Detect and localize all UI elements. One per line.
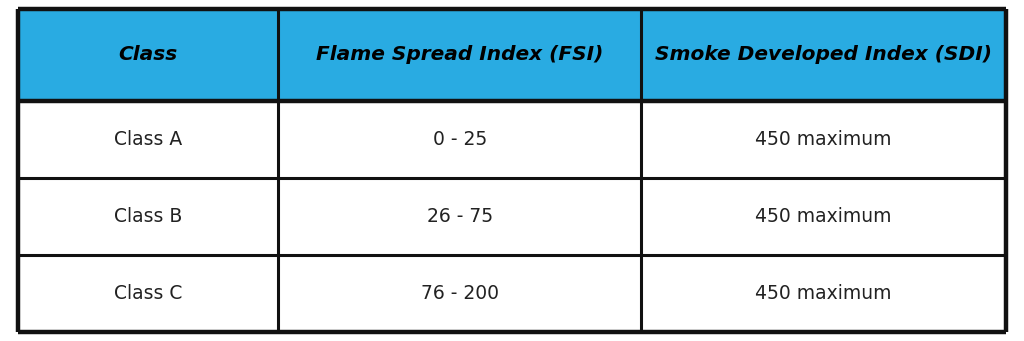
Bar: [18, 255, 279, 332]
Bar: [641, 255, 1006, 332]
Text: 450 maximum: 450 maximum: [755, 284, 892, 303]
Bar: [18, 101, 279, 178]
Bar: [279, 255, 641, 332]
Bar: [18, 178, 279, 255]
Bar: [641, 178, 1006, 255]
Text: 26 - 75: 26 - 75: [427, 207, 493, 226]
Bar: [279, 178, 641, 255]
Bar: [18, 9, 279, 101]
Text: Class A: Class A: [114, 130, 182, 149]
Text: Class C: Class C: [114, 284, 182, 303]
Text: Class: Class: [119, 45, 178, 64]
Bar: [641, 9, 1006, 101]
Text: 450 maximum: 450 maximum: [755, 207, 892, 226]
Text: 450 maximum: 450 maximum: [755, 130, 892, 149]
Bar: [279, 9, 641, 101]
Text: Flame Spread Index (FSI): Flame Spread Index (FSI): [316, 45, 603, 64]
Text: Smoke Developed Index (SDI): Smoke Developed Index (SDI): [655, 45, 992, 64]
Text: 0 - 25: 0 - 25: [432, 130, 486, 149]
Text: Class B: Class B: [114, 207, 182, 226]
Bar: [279, 101, 641, 178]
Text: 76 - 200: 76 - 200: [421, 284, 499, 303]
Bar: [641, 101, 1006, 178]
